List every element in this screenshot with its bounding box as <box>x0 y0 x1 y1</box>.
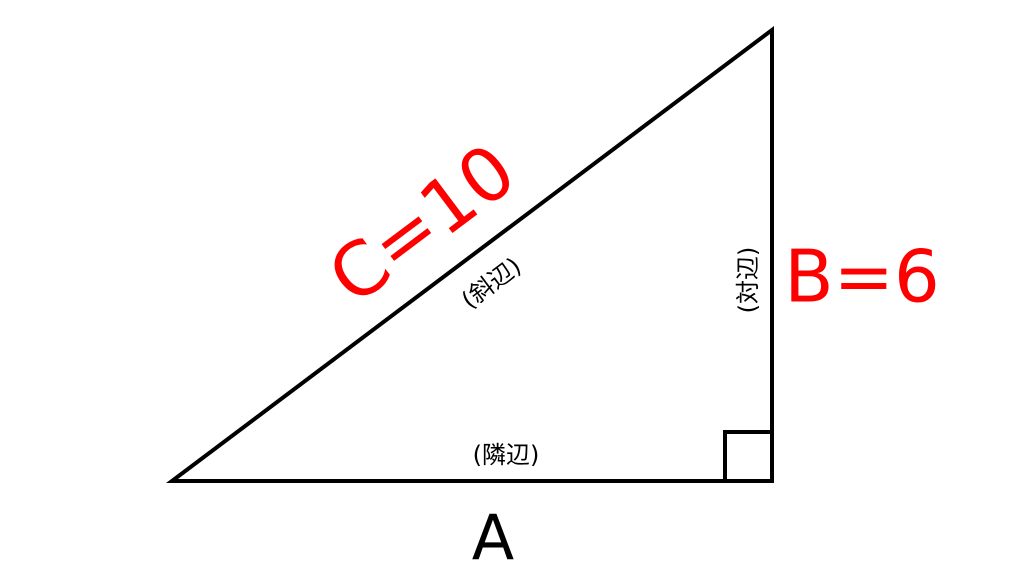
adjacent-value-label: A <box>472 501 514 574</box>
opposite-name-label: (対辺) <box>734 247 762 314</box>
opposite-value-label: B=6 <box>784 235 940 319</box>
triangle <box>166 25 774 483</box>
adjacent-name-label: (隣辺) <box>473 441 540 469</box>
right-angle-marker <box>723 430 772 481</box>
